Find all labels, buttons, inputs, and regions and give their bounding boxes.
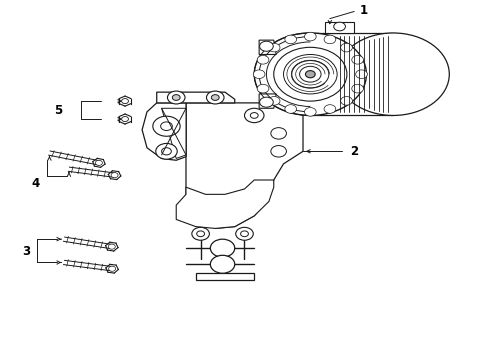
Circle shape [122,117,128,122]
Circle shape [111,172,118,178]
Circle shape [257,55,268,64]
Circle shape [355,70,366,78]
Circle shape [268,43,280,52]
Circle shape [270,128,286,139]
Circle shape [259,41,273,51]
Circle shape [156,143,177,159]
Polygon shape [161,108,185,158]
Circle shape [299,66,321,82]
Circle shape [95,160,102,165]
Text: 2: 2 [349,145,358,158]
Circle shape [270,145,286,157]
Circle shape [122,99,128,104]
Circle shape [167,91,184,104]
Circle shape [210,255,234,273]
Circle shape [244,108,264,123]
Text: 4: 4 [32,177,40,190]
Polygon shape [157,92,234,103]
Circle shape [351,55,363,64]
Circle shape [211,95,219,100]
Text: 1: 1 [359,4,367,17]
Polygon shape [259,94,276,108]
Circle shape [257,84,268,93]
Circle shape [333,22,345,31]
Circle shape [250,113,258,118]
Circle shape [153,116,180,136]
Polygon shape [325,22,353,33]
Circle shape [206,91,224,104]
Circle shape [336,33,448,116]
Circle shape [304,108,316,116]
Polygon shape [259,40,276,54]
Text: 5: 5 [54,104,62,117]
Circle shape [160,122,172,131]
Circle shape [196,231,204,237]
Circle shape [268,96,280,105]
Circle shape [172,95,180,100]
Circle shape [285,105,296,113]
Circle shape [285,35,296,44]
Circle shape [210,239,234,257]
Circle shape [108,244,115,249]
Text: 3: 3 [22,245,30,258]
Circle shape [351,84,363,93]
Circle shape [253,70,264,78]
Circle shape [191,227,209,240]
Circle shape [291,60,328,88]
Circle shape [235,227,253,240]
Circle shape [305,71,315,78]
Circle shape [259,97,273,107]
Polygon shape [195,273,254,280]
Circle shape [161,148,171,155]
Circle shape [340,96,352,105]
Circle shape [283,54,336,94]
Circle shape [340,43,352,52]
Circle shape [108,266,115,271]
Circle shape [254,33,366,116]
Circle shape [324,105,335,113]
Circle shape [240,231,248,237]
Polygon shape [310,33,392,116]
Circle shape [304,32,316,41]
Polygon shape [185,103,303,228]
Circle shape [273,47,346,101]
Polygon shape [176,180,273,228]
Circle shape [324,35,335,44]
Polygon shape [142,103,185,160]
